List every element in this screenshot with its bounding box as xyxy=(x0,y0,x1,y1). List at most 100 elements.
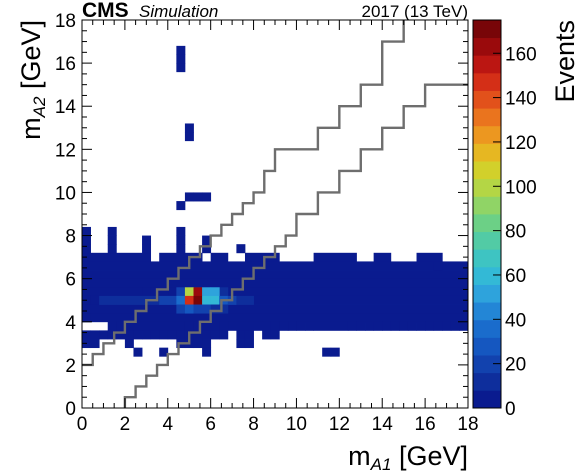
heatmap-bin xyxy=(176,63,186,73)
heatmap-bin xyxy=(107,235,117,245)
heatmap-bin xyxy=(373,252,392,262)
heatmap-bin xyxy=(159,347,169,357)
y-axis-title-sub: A2 xyxy=(30,96,49,118)
heatmap-bin xyxy=(124,295,134,305)
colorbar-segment xyxy=(473,390,501,409)
heatmap-bin xyxy=(133,321,263,331)
heatmap-bin xyxy=(236,295,246,305)
heatmap-bin xyxy=(202,347,212,357)
colorbar-tick-label: 0 xyxy=(505,399,516,420)
colorbar-tick-label: 160 xyxy=(505,44,537,65)
heatmap-bin xyxy=(133,347,143,357)
heatmap-bin xyxy=(82,235,91,245)
x-tick-label: 0 xyxy=(77,414,88,435)
heatmap-bin xyxy=(313,321,349,331)
heatmap-bin xyxy=(236,339,246,349)
heatmap-bin xyxy=(202,339,212,349)
y-tick-label: 10 xyxy=(55,183,76,204)
heatmap-bin xyxy=(382,321,392,331)
colorbar-segment xyxy=(473,337,501,356)
heatmap-bin xyxy=(416,321,426,331)
colorbar-segment xyxy=(473,355,501,374)
heatmap-bin xyxy=(90,339,100,349)
colorbar-segment xyxy=(473,302,501,321)
colorbar-tick-label: 80 xyxy=(505,222,526,243)
heatmap-bin xyxy=(107,295,117,305)
heatmap-bin xyxy=(313,252,357,262)
heatmap-bin xyxy=(82,226,91,236)
heatmap-bin xyxy=(244,339,254,349)
heatmap-bin xyxy=(184,321,194,331)
heatmap-bin xyxy=(124,339,134,349)
heatmap-bin xyxy=(365,321,375,331)
heatmap-bin xyxy=(82,287,177,297)
colorbar-tick-label: 40 xyxy=(505,310,526,331)
colorbar xyxy=(472,19,502,409)
x-tick-label: 18 xyxy=(457,414,478,435)
x-tick-label: 14 xyxy=(372,414,394,435)
heatmap-bin xyxy=(210,330,220,340)
heatmap-bin xyxy=(279,321,289,331)
heatmap-bin xyxy=(210,287,220,297)
colorbar-segment xyxy=(473,161,501,180)
colorbar-segment xyxy=(473,214,501,233)
heatmap-bin xyxy=(184,304,194,314)
heatmap-bin xyxy=(373,321,383,331)
colorbar-segment xyxy=(473,372,501,391)
energy-label: 2017 (13 TeV) xyxy=(362,2,468,21)
colorbar-tick-label: 100 xyxy=(505,177,537,198)
x-tick-label: 16 xyxy=(415,414,436,435)
colorbar-segment xyxy=(473,37,501,56)
heatmap-bin xyxy=(82,244,91,254)
heatmap-bin xyxy=(433,261,443,271)
heatmap-bin xyxy=(202,287,212,297)
heatmap-bin xyxy=(416,252,443,262)
heatmap-bin xyxy=(202,244,212,254)
simulation-tag: Simulation xyxy=(139,2,218,21)
heatmap-bin xyxy=(356,321,366,331)
colorbar-tick-label: 60 xyxy=(505,266,526,287)
heatmap-bin xyxy=(296,321,306,331)
contour-lines xyxy=(82,20,468,408)
heatmap-bin xyxy=(107,244,117,254)
heatmap-bin xyxy=(210,295,220,305)
colorbar-segment xyxy=(473,55,501,74)
heatmap-bin xyxy=(90,330,100,340)
colorbar-tick-label: 20 xyxy=(505,355,526,376)
heatmap-bin xyxy=(82,278,469,288)
y-tick-label: 16 xyxy=(55,54,76,75)
heatmap-bin xyxy=(176,287,186,297)
heatmap-bin xyxy=(176,235,186,245)
heatmap-bin xyxy=(202,235,212,245)
heatmap-bin xyxy=(133,330,143,340)
heatmap-bin xyxy=(390,321,400,331)
heatmap-bin xyxy=(244,252,280,262)
colorbar-segment xyxy=(473,266,501,285)
heatmap-bin xyxy=(219,287,229,297)
colorbar-segment xyxy=(473,249,501,268)
heatmap-bin xyxy=(176,201,186,211)
heatmap-bin xyxy=(167,330,177,340)
y-tick-label: 14 xyxy=(55,97,77,118)
x-tick-label: 10 xyxy=(286,414,307,435)
heatmap-bin xyxy=(124,321,134,331)
heatmap-bin xyxy=(99,330,109,340)
heatmap-bin xyxy=(210,304,220,314)
heatmap-bin xyxy=(150,330,160,340)
colorbar-segment xyxy=(473,284,501,303)
heatmap-bin xyxy=(433,321,443,331)
x-tick-label: 12 xyxy=(329,414,350,435)
heatmap-bin xyxy=(219,330,229,340)
heatmap-bin xyxy=(82,261,469,271)
colorbar-segment xyxy=(473,178,501,197)
heatmap-bin xyxy=(262,321,272,331)
heatmap-bin xyxy=(184,123,194,133)
heatmap-bin xyxy=(202,304,212,314)
heatmap-bin xyxy=(202,295,212,305)
y-axis-ticks: 0 2 4 6 8 10 12 14 16 18 xyxy=(55,11,468,420)
x-tick-label: 6 xyxy=(205,414,216,435)
heatmap-bin xyxy=(82,304,469,314)
heatmap-bin xyxy=(193,304,203,314)
colorbar-frame xyxy=(472,19,502,409)
x-axis-title-main: m xyxy=(348,441,371,471)
